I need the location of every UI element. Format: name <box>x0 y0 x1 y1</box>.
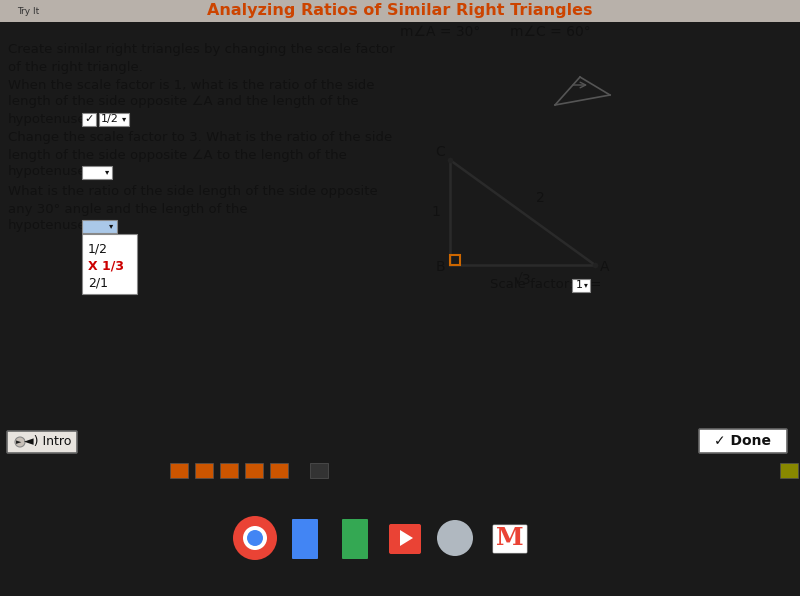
Text: 1/2: 1/2 <box>88 243 108 256</box>
FancyBboxPatch shape <box>292 519 318 559</box>
FancyBboxPatch shape <box>389 524 421 554</box>
Text: hypotenuse?: hypotenuse? <box>8 113 94 126</box>
FancyBboxPatch shape <box>699 429 787 453</box>
Text: length of the side opposite ∠A and the length of the: length of the side opposite ∠A and the l… <box>8 95 358 108</box>
Circle shape <box>247 530 263 546</box>
Bar <box>0 0 800 22</box>
Bar <box>780 463 798 478</box>
Text: A: A <box>600 260 610 274</box>
Bar <box>195 463 213 478</box>
Text: ►: ► <box>16 439 22 445</box>
Circle shape <box>243 526 267 550</box>
Text: 2/1: 2/1 <box>88 277 108 290</box>
Text: Create similar right triangles by changing the scale factor: Create similar right triangles by changi… <box>8 44 394 57</box>
Text: of the right triangle.: of the right triangle. <box>8 61 143 73</box>
Bar <box>245 463 263 478</box>
Text: length of the side opposite ∠A to the length of the: length of the side opposite ∠A to the le… <box>8 148 347 162</box>
Text: M: M <box>496 526 524 550</box>
Bar <box>572 279 590 292</box>
Text: 1/2: 1/2 <box>101 114 119 124</box>
Bar <box>99 113 129 126</box>
Text: ▾: ▾ <box>122 114 126 123</box>
Bar <box>82 113 96 126</box>
Bar <box>220 463 238 478</box>
Bar <box>82 166 112 179</box>
Text: ▾: ▾ <box>109 222 113 231</box>
Bar <box>270 463 288 478</box>
Text: Analyzing Ratios of Similar Right Triangles: Analyzing Ratios of Similar Right Triang… <box>207 4 593 18</box>
Bar <box>310 463 328 478</box>
Bar <box>170 463 188 478</box>
Bar <box>82 220 117 233</box>
Text: X 1/3: X 1/3 <box>88 259 124 272</box>
Text: 2: 2 <box>536 191 545 206</box>
Text: Scale factor: n =: Scale factor: n = <box>490 278 602 291</box>
Circle shape <box>233 516 277 560</box>
Text: Change the scale factor to 3. What is the ratio of the side: Change the scale factor to 3. What is th… <box>8 132 392 144</box>
Text: √3: √3 <box>514 273 531 287</box>
Text: ✓: ✓ <box>84 114 94 124</box>
Text: m∠C = 60°: m∠C = 60° <box>510 25 590 39</box>
Text: m∠A = 30°: m∠A = 30° <box>400 25 480 39</box>
Bar <box>82 234 137 294</box>
FancyBboxPatch shape <box>493 525 527 553</box>
Text: 1: 1 <box>575 280 582 290</box>
Text: What is the ratio of the side length of the side opposite: What is the ratio of the side length of … <box>8 185 378 198</box>
Circle shape <box>15 437 25 447</box>
Text: ✓ Done: ✓ Done <box>714 434 771 448</box>
Text: 1: 1 <box>431 206 441 219</box>
Circle shape <box>437 520 473 556</box>
Text: Try It: Try It <box>17 7 39 15</box>
Text: hypotenuse?: hypotenuse? <box>8 166 94 178</box>
Text: When the scale factor is 1, what is the ratio of the side: When the scale factor is 1, what is the … <box>8 79 374 92</box>
Text: ▾: ▾ <box>584 281 588 290</box>
FancyBboxPatch shape <box>342 519 368 559</box>
Bar <box>450 255 460 265</box>
Text: B: B <box>435 260 445 274</box>
FancyBboxPatch shape <box>7 431 77 453</box>
Text: any 30° angle and the length of the: any 30° angle and the length of the <box>8 203 248 216</box>
Text: C: C <box>435 145 445 159</box>
Text: hypotenuse?: hypotenuse? <box>8 219 94 232</box>
Text: ◄) Intro: ◄) Intro <box>24 436 72 449</box>
Text: ▾: ▾ <box>105 167 109 176</box>
Polygon shape <box>400 530 413 546</box>
